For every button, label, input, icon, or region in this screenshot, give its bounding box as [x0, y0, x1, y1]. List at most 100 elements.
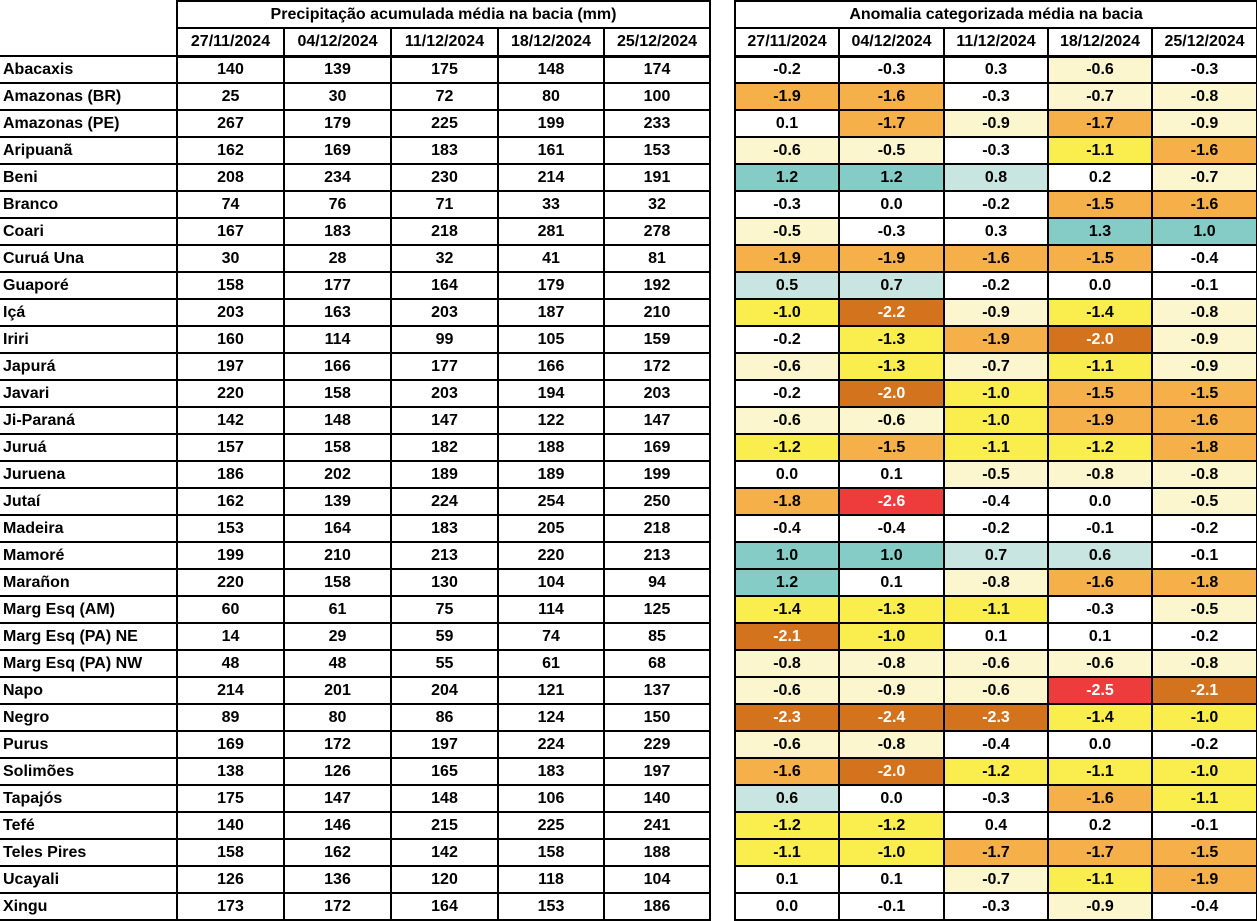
anomaly-value-cell: -2.6 — [838, 487, 946, 516]
precip-value-cell: 188 — [497, 433, 605, 462]
anomaly-value-cell: -0.4 — [1151, 244, 1257, 273]
precip-value-cell: 29 — [283, 622, 392, 651]
anomaly-value-cell: -0.6 — [734, 352, 841, 381]
anomaly-value-cell: -1.3 — [838, 595, 946, 624]
anomaly-value-cell: -0.9 — [838, 676, 946, 705]
anomaly-value-cell: -0.8 — [1151, 460, 1257, 489]
gap-cell — [710, 650, 736, 677]
table-row: Jutaí 162 139 224 254 250 -1.8 -2.6 -0.4 0.0 -0.5 — [0, 487, 1257, 516]
anomaly-value-cell: 0.0 — [838, 190, 946, 219]
anomaly-value-cell: 0.0 — [734, 892, 841, 921]
anomaly-value-cell: -1.7 — [838, 109, 946, 138]
anomaly-value-cell: -0.3 — [1047, 595, 1154, 624]
table-row: Marg Esq (PA) NE 14 29 59 74 85 -2.1 -1.0 0.1 0.1… — [0, 622, 1257, 651]
table-row: Teles Pires 158 162 142 158 188 -1.1 -1.0 -1.7 -1… — [0, 838, 1257, 867]
precip-value-cell: 186 — [602, 892, 712, 921]
precip-value-cell: 104 — [497, 568, 605, 597]
anomaly-value-cell: -0.5 — [1151, 487, 1257, 516]
precip-date-header: 04/12/2024 — [283, 27, 392, 58]
anomaly-value-cell: -1.0 — [838, 622, 946, 651]
anomaly-value-cell: 0.1 — [838, 568, 946, 597]
anomaly-value-cell: 1.2 — [838, 163, 946, 192]
anomaly-value-cell: 1.0 — [734, 541, 841, 570]
anomaly-section-title: Anomalia categorizada média na bacia — [734, 0, 1257, 29]
precip-value-cell: 139 — [283, 55, 392, 84]
anomaly-value-cell: -1.0 — [1151, 757, 1257, 786]
precip-value-cell: 68 — [602, 649, 712, 678]
anomaly-value-cell: -0.2 — [734, 325, 841, 354]
anomaly-value-cell: 0.1 — [734, 109, 841, 138]
anomaly-value-cell: -1.1 — [1047, 136, 1154, 165]
table-row: Aripuanã 162 169 183 161 153 -0.6 -0.5 -0.3 -1.1-… — [0, 136, 1257, 165]
anomaly-value-cell: -1.6 — [838, 82, 946, 111]
gap-cell — [710, 137, 736, 164]
precip-value-cell: 140 — [176, 55, 285, 84]
precip-value-cell: 197 — [176, 352, 285, 381]
anomaly-value-cell: -1.9 — [1151, 865, 1257, 894]
anomaly-value-cell: -2.3 — [943, 703, 1050, 732]
table-row: Marg Esq (AM) 60 61 75 114 125 -1.4 -1.3 -1.1 -0.… — [0, 595, 1257, 624]
anomaly-value-cell: -0.9 — [1151, 352, 1257, 381]
precip-value-cell: 179 — [497, 271, 605, 300]
gap-cell — [710, 569, 736, 596]
precip-value-cell: 104 — [602, 865, 712, 894]
precip-value-cell: 218 — [390, 217, 499, 246]
anomaly-value-cell: -1.4 — [734, 595, 841, 624]
anomaly-value-cell: -1.4 — [1047, 298, 1154, 327]
anomaly-value-cell: -0.9 — [1151, 325, 1257, 354]
precip-value-cell: 48 — [176, 649, 285, 678]
precip-value-cell: 136 — [283, 865, 392, 894]
precip-value-cell: 142 — [390, 838, 499, 867]
basin-name-cell: Marañon — [0, 568, 178, 597]
precip-value-cell: 72 — [390, 82, 499, 111]
precip-value-cell: 162 — [176, 487, 285, 516]
anomaly-value-cell: 0.7 — [838, 271, 946, 300]
precip-value-cell: 158 — [176, 838, 285, 867]
anomaly-value-cell: 0.3 — [943, 217, 1050, 246]
gap-cell — [710, 704, 736, 731]
precip-value-cell: 55 — [390, 649, 499, 678]
precip-value-cell: 164 — [283, 514, 392, 543]
gap-cell — [710, 191, 736, 218]
table-row: Curuá Una 30 28 32 41 81 -1.9 -1.9 -1.6 -1.5 -0.4 — [0, 244, 1257, 273]
anomaly-value-cell: -0.3 — [838, 217, 946, 246]
precip-value-cell: 99 — [390, 325, 499, 354]
anomaly-value-cell: -0.3 — [734, 190, 841, 219]
anomaly-value-cell: -0.8 — [1151, 649, 1257, 678]
precip-value-cell: 80 — [283, 703, 392, 732]
anomaly-value-cell: -0.8 — [1151, 298, 1257, 327]
anomaly-value-cell: -0.2 — [943, 190, 1050, 219]
anomaly-value-cell: -0.8 — [734, 649, 841, 678]
precip-value-cell: 130 — [390, 568, 499, 597]
anomaly-value-cell: -0.6 — [734, 730, 841, 759]
precip-value-cell: 278 — [602, 217, 712, 246]
anomaly-value-cell: -0.2 — [943, 514, 1050, 543]
table-row: Napo 214 201 204 121 137 -0.6 -0.9 -0.6 -2.5 -2.1 — [0, 676, 1257, 705]
anomaly-value-cell: -0.7 — [943, 352, 1050, 381]
table-row: Beni 208 234 230 214 191 1.2 1.2 0.8 0.2 -0.7 — [0, 163, 1257, 192]
anomaly-value-cell: -1.0 — [943, 406, 1050, 435]
precip-value-cell: 214 — [497, 163, 605, 192]
gap-cell — [710, 893, 736, 920]
anomaly-value-cell: 0.0 — [734, 460, 841, 489]
precip-value-cell: 199 — [602, 460, 712, 489]
gap-cell — [710, 434, 736, 461]
table-row: Madeira 153 164 183 205 218 -0.4 -0.4 -0.2 -0.1 -0… — [0, 514, 1257, 543]
precip-date-header: 11/12/2024 — [390, 27, 499, 58]
precip-value-cell: 254 — [497, 487, 605, 516]
anomaly-value-cell: -0.8 — [1151, 82, 1257, 111]
anomaly-value-cell: 0.0 — [838, 784, 946, 813]
anomaly-value-cell: 0.1 — [838, 460, 946, 489]
precip-value-cell: 139 — [283, 487, 392, 516]
anomaly-value-cell: -1.0 — [943, 379, 1050, 408]
gap-cell — [710, 542, 736, 569]
anomaly-value-cell: -1.5 — [1151, 379, 1257, 408]
anomaly-value-cell: -0.2 — [1151, 622, 1257, 651]
anomaly-value-cell: 1.3 — [1047, 217, 1154, 246]
table-row: Branco 74 76 71 33 32 -0.3 0.0 -0.2 -1.5 -1.6 — [0, 190, 1257, 219]
anomaly-value-cell: -1.1 — [943, 433, 1050, 462]
gap-cell — [710, 596, 736, 623]
gap-cell — [710, 731, 736, 758]
table-row: Solimões 138 126 165 183 197 -1.6 -2.0 -1.2 -1.1-… — [0, 757, 1257, 786]
precip-value-cell: 153 — [602, 136, 712, 165]
